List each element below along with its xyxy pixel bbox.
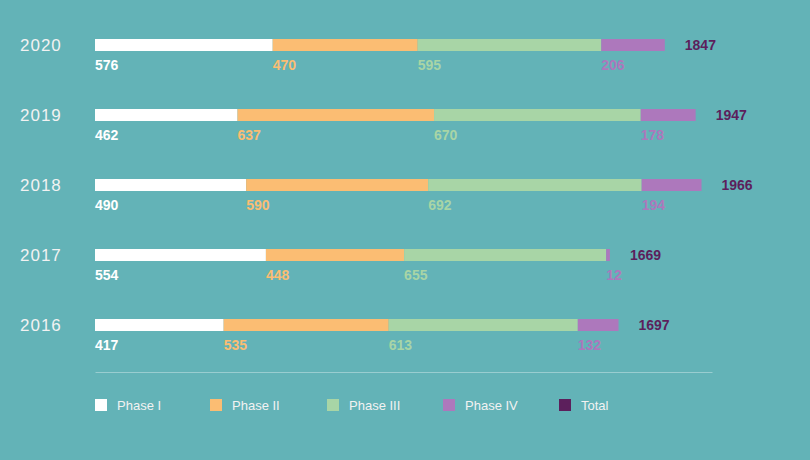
data-label: 132 [578, 337, 602, 353]
data-labels: 576 470 595 206 1847 462 637 670 178 1947 490 590 69… [95, 37, 753, 353]
data-label: 655 [404, 267, 428, 283]
bar-segment [273, 39, 418, 51]
data-label: 670 [434, 127, 458, 143]
data-label: 595 [418, 57, 442, 73]
data-label: 535 [224, 337, 248, 353]
data-label: 613 [389, 337, 413, 353]
data-label: 490 [95, 197, 119, 213]
legend-swatch [95, 399, 107, 411]
total-label: 1847 [685, 37, 716, 53]
background [0, 0, 810, 460]
data-label: 462 [95, 127, 119, 143]
bar-segment [418, 39, 602, 51]
category-labels: 2020 2019 2018 2017 2016 [20, 36, 62, 335]
legend-swatch [210, 399, 222, 411]
bar-segment [95, 249, 266, 261]
data-label: 12 [606, 267, 622, 283]
x-axis [96, 372, 713, 373]
bar-segment [389, 319, 578, 331]
bars [95, 39, 702, 331]
bar-segment [95, 109, 238, 121]
legend-label: Total [581, 398, 609, 413]
bar-segment [95, 319, 224, 331]
data-label: 178 [641, 127, 665, 143]
bar-segment [606, 249, 610, 261]
data-label: 206 [601, 57, 625, 73]
legend-swatch [327, 399, 339, 411]
bar-segment [404, 249, 606, 261]
bar-segment [578, 319, 619, 331]
bar-segment [266, 249, 404, 261]
category-label: 2020 [20, 36, 62, 55]
legend-swatch [443, 399, 455, 411]
legend: Phase I Phase II Phase III Phase IV Total [95, 398, 609, 413]
data-label: 417 [95, 337, 119, 353]
legend-label: Phase IV [465, 398, 518, 413]
legend-label: Phase III [349, 398, 400, 413]
bar-segment [238, 109, 435, 121]
bar-segment [428, 179, 641, 191]
axis-line [96, 372, 713, 373]
category-label: 2018 [20, 176, 62, 195]
total-label: 1697 [639, 317, 670, 333]
legend-label: Phase II [232, 398, 280, 413]
data-label: 692 [428, 197, 452, 213]
data-label: 194 [642, 197, 666, 213]
data-label: 590 [246, 197, 270, 213]
bar-segment [224, 319, 389, 331]
total-label: 1669 [630, 247, 661, 263]
data-label: 554 [95, 267, 119, 283]
total-label: 1966 [722, 177, 753, 193]
total-label: 1947 [716, 107, 747, 123]
category-label: 2019 [20, 106, 62, 125]
data-label: 470 [273, 57, 297, 73]
bar-segment [246, 179, 428, 191]
data-label: 576 [95, 57, 119, 73]
bar-segment [641, 109, 696, 121]
category-label: 2016 [20, 316, 62, 335]
data-label: 637 [238, 127, 262, 143]
bar-segment [95, 179, 246, 191]
legend-label: Phase I [117, 398, 161, 413]
bar-segment [434, 109, 641, 121]
bar-segment [642, 179, 702, 191]
bar-segment [95, 39, 273, 51]
bar-segment [601, 39, 665, 51]
category-label: 2017 [20, 246, 62, 265]
chart: 2020 2019 2018 2017 2016 576 470 595 206 1847 462 6… [0, 0, 810, 460]
data-label: 448 [266, 267, 290, 283]
legend-swatch [559, 399, 571, 411]
